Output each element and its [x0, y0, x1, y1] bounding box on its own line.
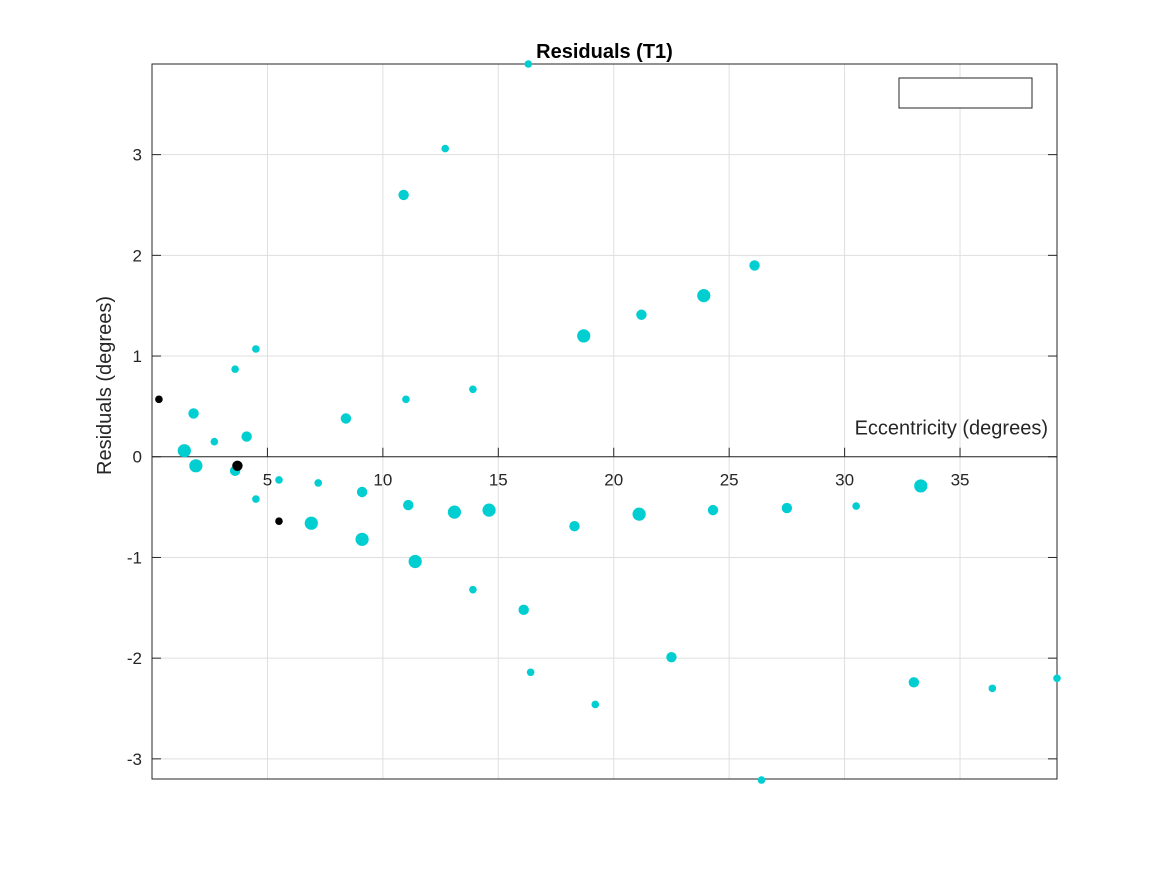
chart-title: Residuals (T1): [536, 41, 673, 63]
data-points: [155, 60, 1061, 784]
y-tick-label: -2: [127, 649, 142, 668]
data-point: [636, 309, 647, 320]
data-point: [252, 495, 260, 503]
data-point: [697, 289, 711, 303]
data-point: [232, 460, 243, 472]
data-point: [188, 408, 199, 419]
legend-box: [898, 77, 1033, 109]
data-point: [908, 677, 920, 688]
x-tick-label: 30: [835, 471, 854, 490]
data-point: [591, 700, 600, 709]
data-point: [275, 517, 283, 525]
data-point: [304, 516, 318, 530]
data-point: [355, 532, 369, 546]
x-tick-label: 25: [720, 471, 739, 490]
x-tick-label: 10: [373, 471, 392, 490]
x-axis-title: Eccentricity (degrees): [855, 418, 1048, 440]
data-point: [469, 385, 477, 394]
data-point: [177, 444, 191, 458]
data-point: [398, 189, 409, 201]
data-point: [526, 668, 535, 677]
data-point: [252, 345, 260, 353]
data-point: [482, 503, 496, 517]
data-point: [757, 776, 766, 784]
data-point: [275, 476, 283, 484]
data-point: [189, 459, 203, 473]
data-point: [210, 437, 219, 446]
data-point: [1053, 674, 1061, 683]
plot-frame: [151, 63, 1058, 780]
data-point: [524, 60, 533, 68]
data-point: [666, 651, 677, 663]
y-tick-label: 2: [133, 246, 142, 265]
x-tick-label: 15: [489, 471, 508, 490]
data-point: [402, 395, 410, 404]
data-point: [988, 684, 997, 693]
y-tick-label: 1: [133, 347, 142, 366]
data-point: [155, 395, 163, 404]
data-point: [231, 365, 239, 373]
data-point: [408, 554, 422, 569]
data-point: [749, 260, 760, 271]
data-point: [441, 144, 450, 153]
axis-ticks: 5 10 15 20 25 30 35 -3 -2 -1 0 1 2 3: [127, 146, 1057, 769]
data-point: [469, 585, 477, 594]
data-point: [632, 507, 646, 521]
data-point: [340, 413, 352, 424]
data-point: [569, 521, 580, 532]
data-point: [241, 431, 252, 442]
y-tick-label: -1: [127, 548, 142, 567]
data-point: [781, 502, 793, 514]
data-point: [852, 502, 860, 510]
data-point: [518, 604, 529, 616]
y-tick-label: -3: [127, 750, 142, 769]
data-point: [914, 479, 928, 493]
data-point: [356, 486, 368, 498]
y-axis-title: Residuals (degrees): [94, 296, 116, 475]
data-point: [403, 499, 414, 511]
x-tick-label: 35: [951, 471, 970, 490]
x-tick-label: 5: [263, 471, 272, 490]
data-point: [447, 505, 462, 519]
x-tick-label: 20: [604, 471, 623, 490]
data-point: [707, 504, 719, 516]
y-tick-label: 0: [133, 448, 142, 467]
data-point: [314, 479, 323, 487]
y-tick-label: 3: [133, 146, 142, 165]
data-point: [577, 329, 591, 343]
